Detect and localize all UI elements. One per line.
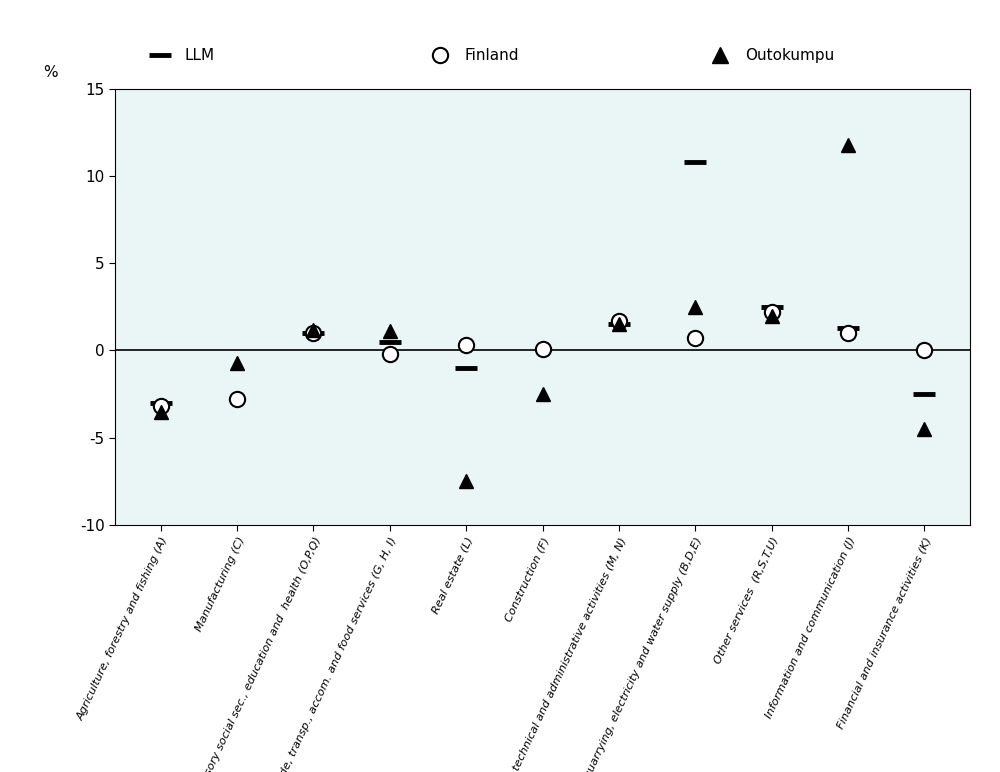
Text: Finland: Finland <box>465 48 520 63</box>
Text: %: % <box>44 65 58 80</box>
Text: LLM: LLM <box>185 48 215 63</box>
Text: Outokumpu: Outokumpu <box>745 48 834 63</box>
